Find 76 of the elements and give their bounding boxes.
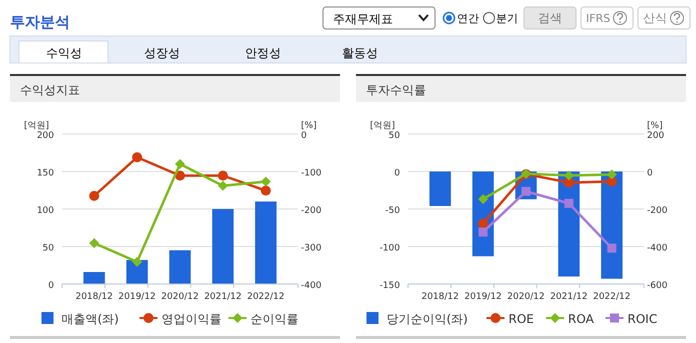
- y2-tick-label: -400: [301, 281, 322, 291]
- y-tick-label: 0: [394, 168, 400, 178]
- x-tick-label: 2019/12: [464, 292, 502, 302]
- y2-tick-label: -200: [301, 206, 322, 216]
- point: [260, 186, 271, 196]
- bar: [126, 260, 148, 284]
- point: [607, 244, 616, 253]
- y-tick-label: 50: [388, 131, 400, 141]
- text: 주재무제표: [333, 12, 393, 26]
- y-tick-label: 200: [36, 131, 54, 141]
- legend-label: ROE: [508, 312, 534, 326]
- y2-tick-label: -600: [647, 281, 668, 291]
- x-tick-label: 2018/12: [75, 292, 113, 302]
- text: 연간: [457, 12, 479, 25]
- y2-tick-label: 0: [301, 131, 307, 141]
- y-tick-label: -50: [385, 206, 400, 216]
- text: IFRS: [586, 12, 610, 25]
- y-tick-label: 150: [36, 168, 54, 178]
- legend-label: 영업이익률: [162, 312, 222, 326]
- point: [132, 256, 142, 267]
- y-axis-title: [억원]: [370, 121, 396, 131]
- text: 분기: [496, 12, 518, 25]
- chart-title: 수익성지표: [20, 83, 80, 97]
- legend-label: 매출액(좌): [62, 312, 119, 326]
- text: 검색: [538, 11, 562, 25]
- legend-label: 당기순이익(좌): [386, 312, 468, 326]
- point: [564, 170, 574, 180]
- text: 산식: [643, 11, 667, 25]
- text: 안정성: [245, 46, 281, 60]
- point: [564, 198, 574, 208]
- bar: [212, 209, 234, 284]
- point: [260, 176, 271, 187]
- legend-label: 순이익률: [250, 312, 298, 326]
- y2-tick-label: 200: [647, 131, 664, 141]
- text: 활동성: [342, 46, 378, 60]
- legend-label: ROA: [568, 312, 595, 326]
- y2-tick-label: -300: [301, 244, 322, 254]
- y2-axis-title: [%]: [301, 121, 317, 131]
- x-tick-label: 2022/12: [593, 292, 631, 302]
- y-tick-label: -150: [380, 281, 400, 291]
- point: [606, 170, 617, 180]
- y-tick-label: 100: [36, 206, 54, 216]
- bar: [83, 272, 105, 284]
- bar: [169, 250, 191, 284]
- x-tick-label: 2019/12: [118, 292, 156, 302]
- y-axis-title: [억원]: [24, 121, 50, 131]
- y2-tick-label: -400: [647, 244, 668, 254]
- x-tick-label: 2022/12: [247, 292, 285, 302]
- text: 성장성: [144, 46, 180, 60]
- x-tick-label: 2021/12: [550, 292, 588, 302]
- point: [218, 180, 228, 191]
- point: [478, 218, 488, 229]
- x-tick-label: 2020/12: [161, 292, 199, 302]
- y-tick-label: 0: [48, 281, 54, 291]
- y2-tick-label: 0: [647, 168, 653, 178]
- point: [175, 159, 185, 169]
- point: [89, 190, 100, 201]
- y-tick-label: 50: [42, 244, 54, 254]
- x-tick-label: 2018/12: [421, 292, 459, 302]
- y2-axis-title: [%]: [647, 121, 663, 131]
- x-tick-label: 2021/12: [204, 292, 242, 302]
- point: [218, 170, 228, 181]
- y2-tick-label: -200: [647, 206, 668, 216]
- bar: [255, 202, 277, 284]
- point: [522, 186, 530, 196]
- chart-title: 투자수익률: [366, 83, 426, 97]
- y2-tick-label: -100: [301, 168, 322, 178]
- x-tick-label: 2020/12: [507, 292, 545, 302]
- legend-label: ROIC: [628, 312, 658, 326]
- y-tick-label: -100: [380, 244, 400, 254]
- point: [478, 228, 488, 237]
- point: [478, 194, 488, 204]
- point: [132, 152, 142, 162]
- text: 수익성: [46, 46, 82, 60]
- text: 투자분석: [10, 13, 70, 31]
- point: [89, 238, 100, 248]
